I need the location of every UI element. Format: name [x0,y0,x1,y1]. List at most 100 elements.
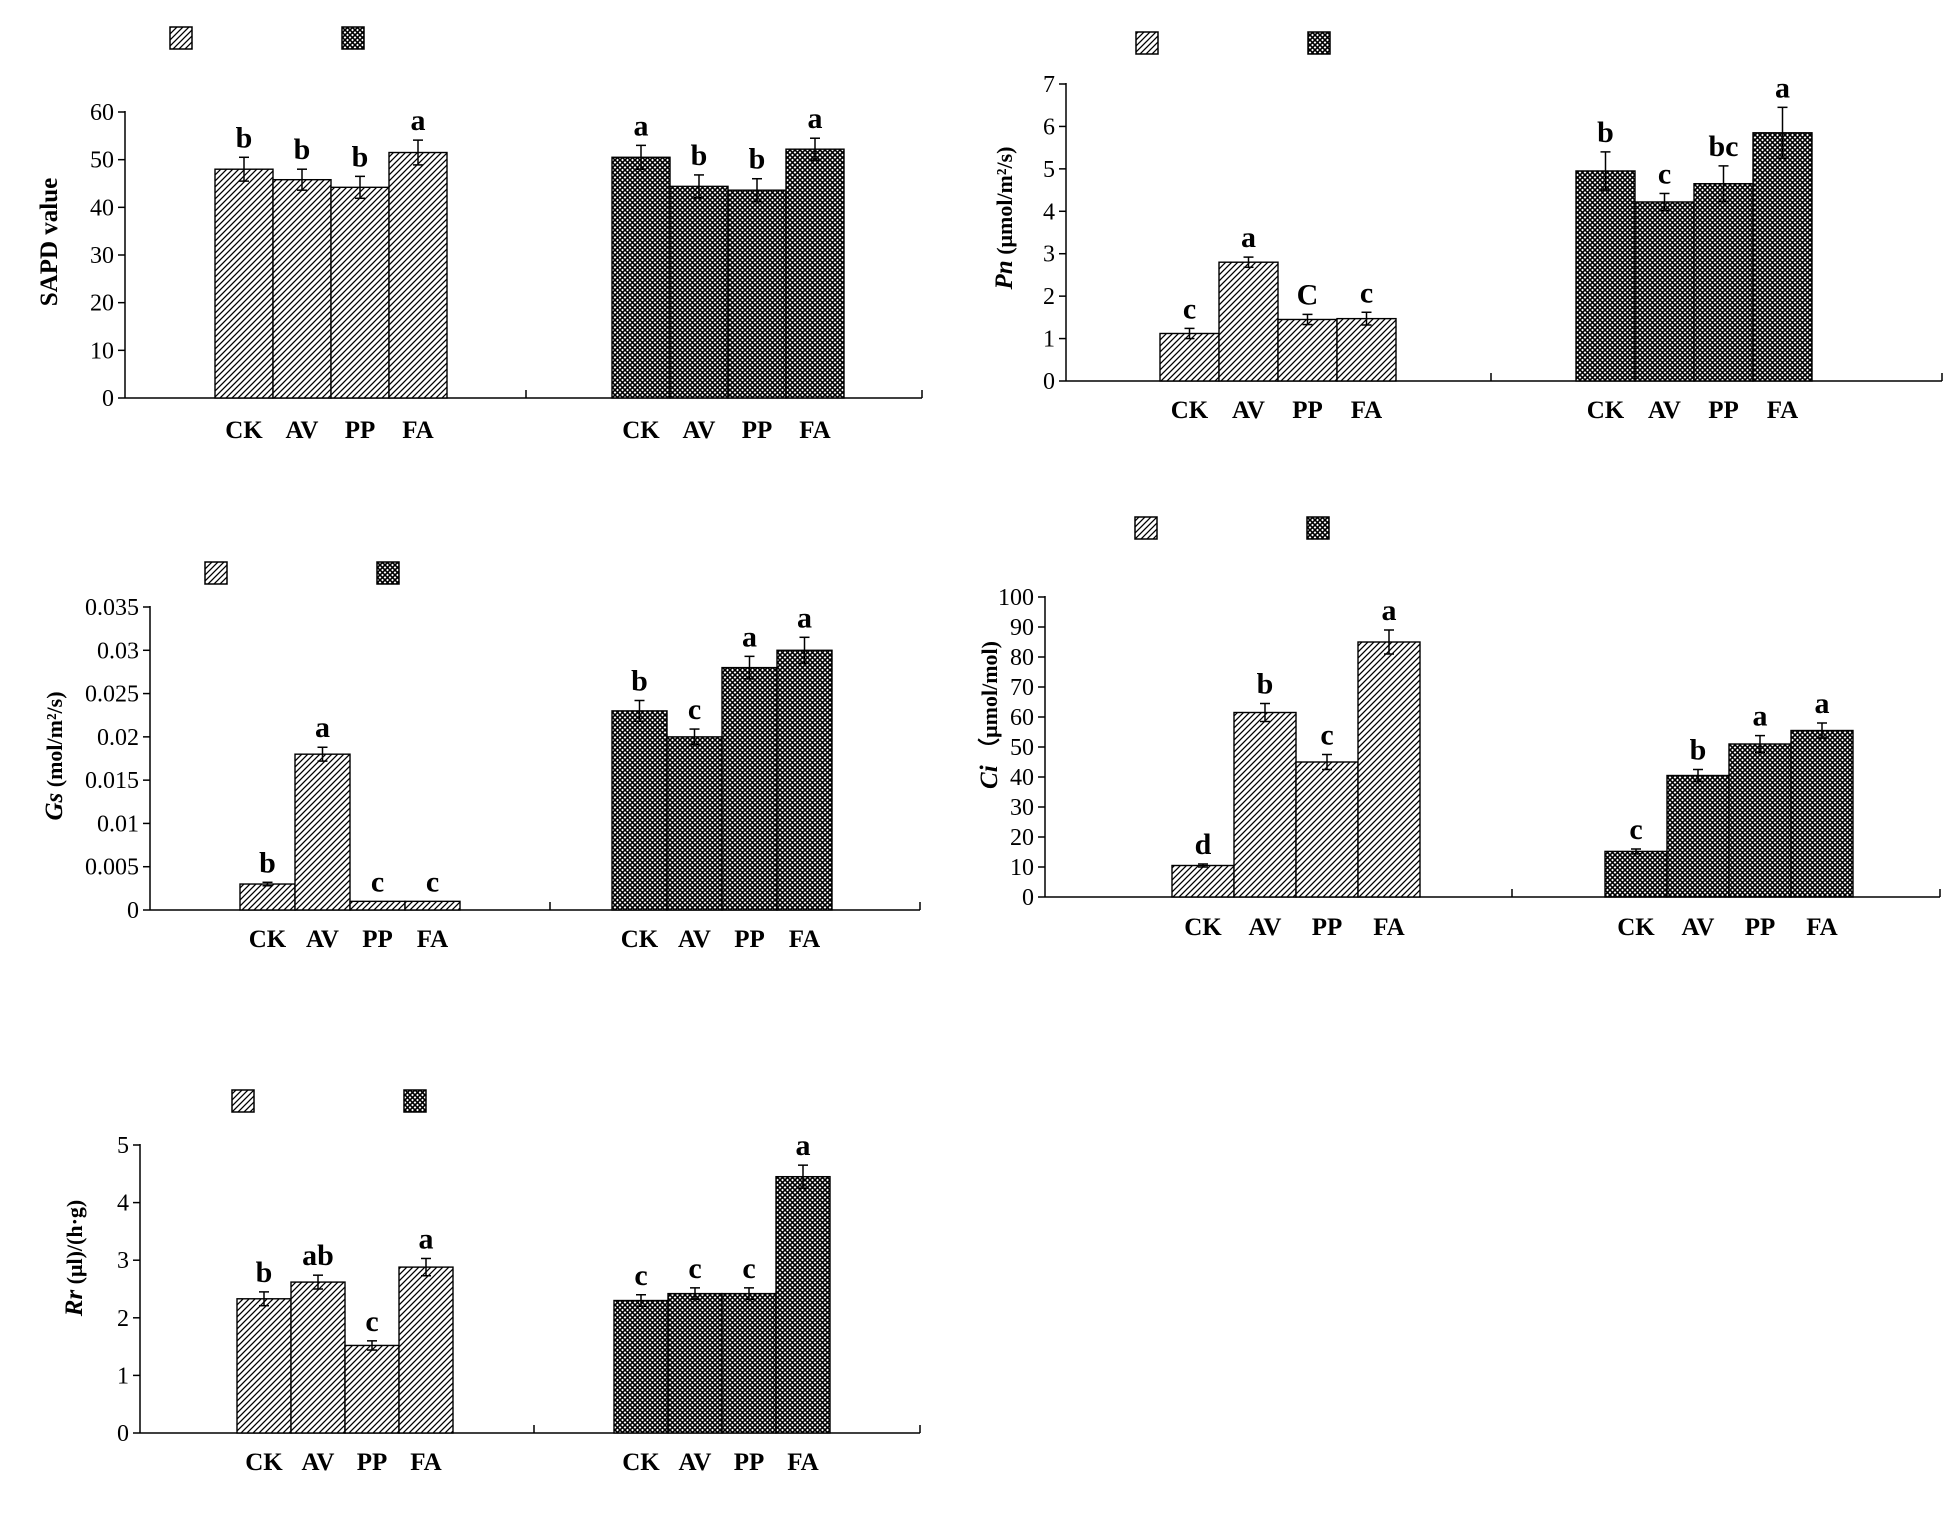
bar-drought-av [272,178,332,399]
y-tick-label: 0 [102,386,114,412]
x-tick-label: AV [679,1449,712,1476]
x-tick-label: CK [1587,397,1625,424]
y-tick-label: 0 [1043,369,1055,395]
significance-letter: c [1629,813,1642,846]
significance-letter: c [688,693,701,726]
y-axis-label-unit: （μmol/mol) [977,641,1002,765]
bar-drought-av [1233,711,1297,898]
x-tick-label: FA [1351,397,1382,424]
y-tick-label: 10 [1010,855,1034,881]
x-tick-label: PP [1312,914,1343,941]
bar-drought-av [1218,261,1279,382]
y-tick-label: 0.02 [97,725,139,751]
x-tick-label: CK [622,1449,660,1476]
bar-normal-ck [611,156,671,399]
x-tick-label: CK [249,926,287,953]
significance-letter: b [631,664,648,697]
bar-drought-fa [398,1266,454,1434]
significance-letter: b [1597,116,1614,149]
x-tick-label: FA [1373,914,1404,941]
bar-drought-ck [1159,332,1220,382]
x-tick-label: AV [286,417,319,444]
x-tick-label: FA [789,926,820,953]
significance-letter: a [634,109,649,142]
bar-normal-pp [721,666,778,911]
x-tick-label: AV [1648,397,1681,424]
x-tick-label: CK [245,1449,283,1476]
significance-letter: b [294,133,311,166]
x-tick-label: CK [225,417,263,444]
significance-letter: b [256,1256,273,1289]
significance-letter: a [1775,71,1790,104]
panel-b: 0 1 2 3 4 5 6 7 Pn (μmol/m²/s) c CK a AV C PP c FA b CK c AV… [991,31,1943,424]
bar-normal-fa [1752,132,1813,382]
significance-letter: a [315,711,330,744]
bar-drought-pp [349,900,406,911]
y-axis-label: SAPD value [36,178,63,306]
significance-letter: a [1241,221,1256,254]
significance-letter: a [742,620,757,653]
y-tick-label: 4 [1043,199,1055,225]
legend-swatch-drought [204,561,228,585]
x-tick-label: AV [683,417,716,444]
y-axis-label-symbol: Gs [41,793,68,821]
significance-letter: bc [1709,130,1739,163]
y-tick-label: 5 [117,1133,129,1159]
significance-letter: c [365,1305,378,1338]
y-tick-label: 0.025 [85,682,139,708]
y-tick-label: 40 [90,195,114,221]
significance-letter: c [1360,276,1373,309]
y-tick-label: 2 [117,1306,129,1332]
y-tick-label: 10 [90,338,114,364]
significance-letter: b [1690,734,1707,767]
bar-normal-pp [1693,183,1754,382]
significance-letter: c [371,865,384,898]
x-tick-label: AV [1249,914,1282,941]
bar-drought-fa [404,900,461,911]
y-tick-label: 0.015 [85,768,139,794]
significance-letter: a [419,1222,434,1255]
x-tick-label: FA [1806,914,1837,941]
y-tick-label: 6 [1043,114,1055,140]
y-tick-label: 30 [90,243,114,269]
bar-normal-av [669,185,729,399]
x-tick-label: FA [787,1449,818,1476]
legend-swatch-drought [1135,31,1159,55]
bar-normal-av [1634,201,1695,382]
bar-normal-av [666,736,723,911]
y-tick-label: 90 [1010,615,1034,641]
y-tick-label: 40 [1010,765,1034,791]
x-tick-label: PP [1292,397,1323,424]
y-axis-label-symbol: Ci [976,765,1003,789]
significance-letter: b [1257,668,1274,701]
significance-letter: c [688,1252,701,1285]
bar-drought-ck [214,168,274,399]
y-tick-label: 1 [117,1363,129,1389]
significance-letter: c [1658,157,1671,190]
y-tick-label: 4 [117,1191,129,1217]
bar-drought-ck [1171,864,1235,898]
x-tick-label: AV [1232,397,1265,424]
significance-letter: a [1753,700,1768,733]
x-tick-label: CK [1617,914,1655,941]
x-tick-label: FA [410,1449,441,1476]
y-tick-label: 50 [90,148,114,174]
bar-normal-pp [1728,743,1792,898]
y-axis-label-unit: (μmol/m²/s) [992,147,1017,261]
y-tick-label: 2 [1043,284,1055,310]
legend-swatch-normal [341,26,365,50]
bar-drought-ck [239,883,296,911]
significance-letter: c [1183,292,1196,325]
x-tick-label: CK [1171,397,1209,424]
y-axis-label: Gs (mol/m²/s) [41,691,68,820]
bar-normal-pp [721,1292,777,1434]
panel-d: 0 10 20 30 40 50 60 70 80 90 100 Ci （μmol/mol) d CK b A… [976,516,1941,941]
panel-c: 0 0.005 0.01 0.015 0.02 0.025 0.03 0.035 Gs (mol… [41,561,921,953]
significance-letter: ab [302,1239,334,1272]
bar-normal-ck [1575,170,1636,382]
panel-a: 0 10 20 30 40 50 60 SAPD value b CK b AV b PP a FA a CK b A… [36,26,923,444]
y-tick-label: 20 [90,291,114,317]
significance-letter: c [634,1259,647,1292]
bar-normal-av [667,1292,723,1434]
